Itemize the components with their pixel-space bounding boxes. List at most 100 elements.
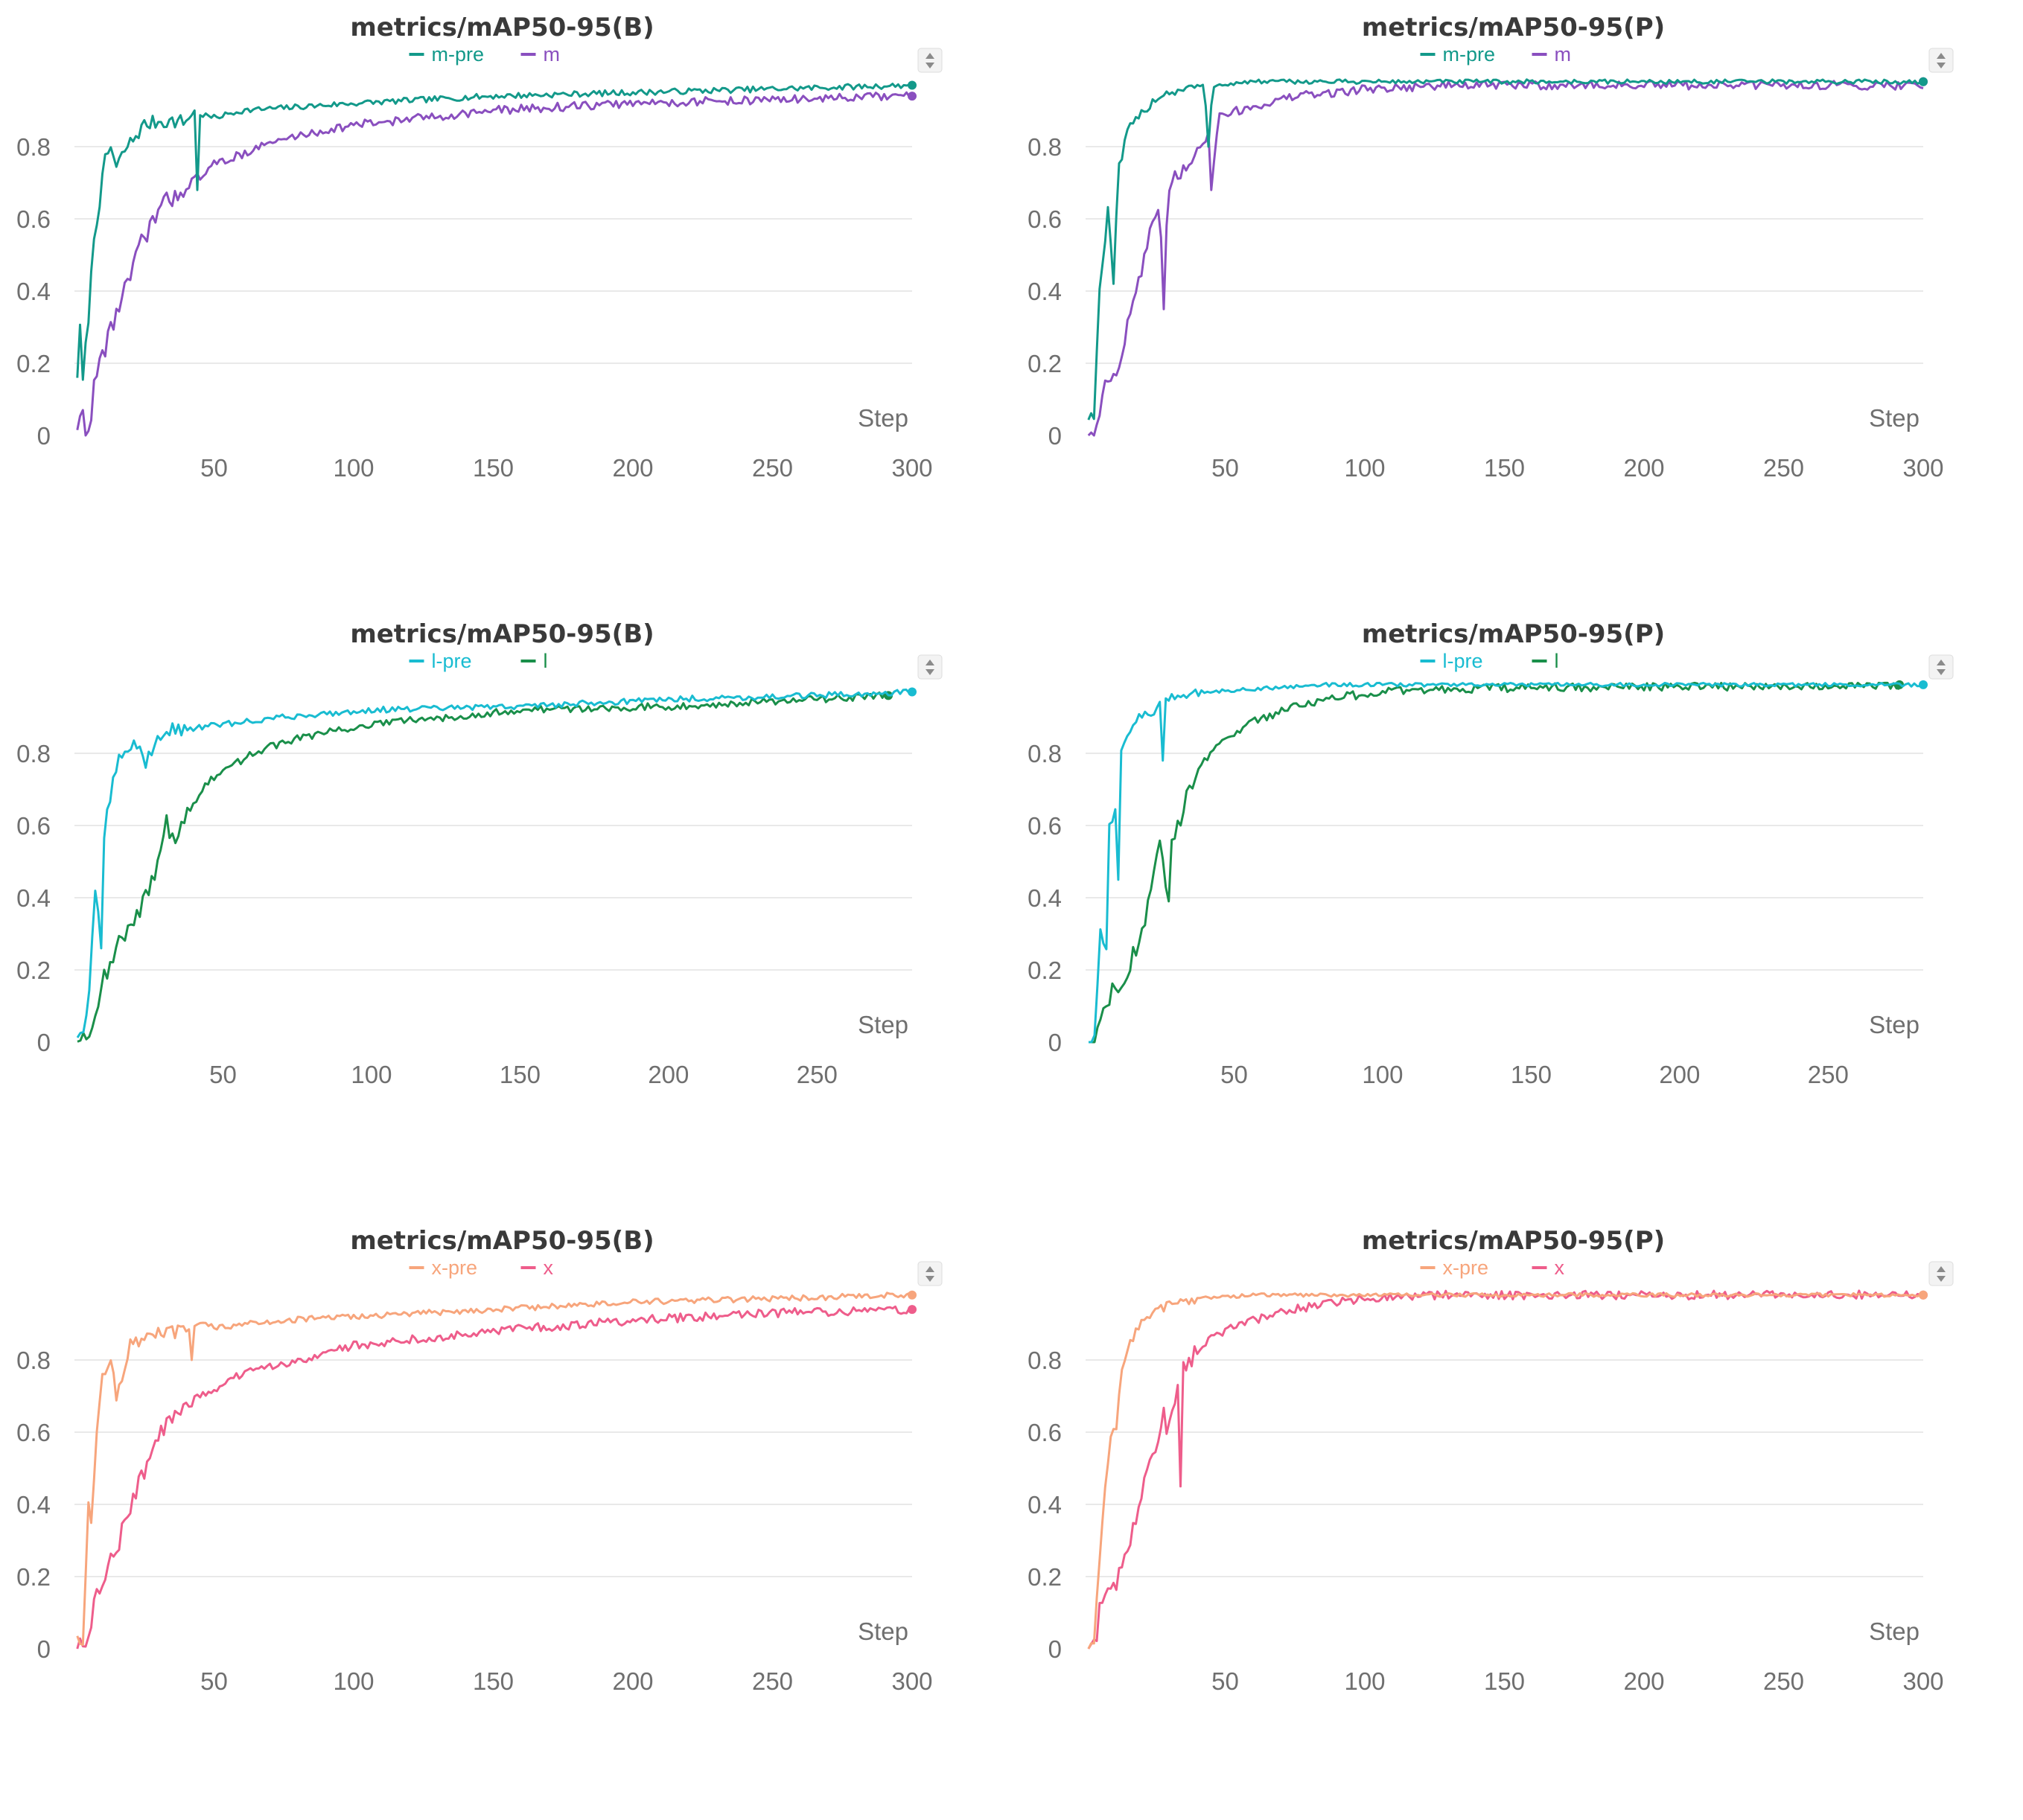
legend-label[interactable]: x bbox=[544, 1257, 554, 1279]
chart-svg: metrics/mAP50-95(P)m-pre m 0 0.2 0.4 0.6 0.8 50… bbox=[1028, 13, 1954, 482]
y-tick-label: 0.2 bbox=[1028, 957, 1062, 984]
x-tick-label: 100 bbox=[333, 1667, 374, 1695]
chart-svg: metrics/mAP50-95(P)x-pre x 0 0.2 0.4 0.6 0.8 50… bbox=[1028, 1226, 1954, 1695]
legend-scroll-control[interactable] bbox=[917, 1261, 943, 1286]
y-tick-label: 0.8 bbox=[1028, 133, 1062, 161]
chevron-down-icon[interactable] bbox=[1937, 669, 1946, 675]
series-line-l bbox=[77, 692, 890, 1043]
series-end-marker bbox=[908, 687, 917, 697]
series-end-marker bbox=[908, 92, 917, 101]
legend-scroll-control[interactable] bbox=[917, 48, 943, 73]
x-tick-label: 100 bbox=[1362, 1061, 1403, 1088]
y-tick-label: 0.4 bbox=[16, 278, 51, 305]
x-tick-label: 250 bbox=[1763, 454, 1804, 482]
series-end-marker bbox=[908, 80, 917, 90]
chevron-up-icon[interactable] bbox=[1937, 660, 1946, 665]
legend-label[interactable]: l bbox=[544, 650, 548, 672]
x-axis-label: Step bbox=[858, 404, 908, 432]
legend-label[interactable]: x-pre bbox=[432, 1257, 478, 1279]
y-tick-label: 0 bbox=[37, 1029, 51, 1056]
chart-svg: metrics/mAP50-95(B)m-pre m 0 0.2 0.4 0.6 0.8 50… bbox=[16, 13, 943, 482]
legend-label[interactable]: x bbox=[1555, 1257, 1565, 1279]
legend-label[interactable]: m bbox=[544, 43, 561, 66]
x-tick-label: 100 bbox=[1344, 1667, 1385, 1695]
x-tick-label: 300 bbox=[1902, 454, 1943, 482]
chevron-down-icon[interactable] bbox=[926, 669, 934, 675]
legend-label[interactable]: l-pre bbox=[1443, 650, 1483, 672]
x-tick-label: 100 bbox=[333, 454, 374, 482]
y-tick-label: 0 bbox=[37, 1635, 51, 1663]
legend-label[interactable]: l bbox=[1555, 650, 1559, 672]
x-tick-label: 150 bbox=[500, 1061, 541, 1088]
chevron-up-icon[interactable] bbox=[926, 660, 934, 665]
y-tick-label: 0.2 bbox=[16, 957, 51, 984]
x-tick-label: 250 bbox=[1808, 1061, 1849, 1088]
x-tick-label: 250 bbox=[797, 1061, 838, 1088]
y-tick-label: 0.2 bbox=[16, 1563, 51, 1591]
x-tick-label: 250 bbox=[1763, 1667, 1804, 1695]
chart-title: metrics/mAP50-95(B) bbox=[350, 619, 654, 649]
y-tick-label: 0.8 bbox=[16, 1347, 51, 1374]
x-axis-label: Step bbox=[858, 1011, 908, 1038]
chevron-up-icon[interactable] bbox=[926, 1266, 934, 1272]
chart-title: metrics/mAP50-95(P) bbox=[1362, 619, 1665, 649]
x-axis-label: Step bbox=[1869, 404, 1920, 432]
legend-label[interactable]: l-pre bbox=[432, 650, 472, 672]
y-tick-label: 0 bbox=[1048, 1635, 1062, 1663]
series-end-marker bbox=[1919, 77, 1928, 86]
legend-scroll-control[interactable] bbox=[1928, 48, 1954, 73]
chevron-down-icon[interactable] bbox=[926, 63, 934, 68]
x-tick-label: 250 bbox=[752, 1667, 793, 1695]
chevron-up-icon[interactable] bbox=[1937, 1266, 1946, 1272]
series-line-l bbox=[1089, 681, 1900, 1044]
legend-scroll-control[interactable] bbox=[917, 654, 943, 680]
x-tick-label: 300 bbox=[891, 454, 932, 482]
y-tick-label: 0.4 bbox=[1028, 278, 1062, 305]
y-tick-label: 0.2 bbox=[16, 350, 51, 377]
chevron-up-icon[interactable] bbox=[1937, 53, 1946, 59]
x-axis-label: Step bbox=[858, 1618, 908, 1645]
legend-label[interactable]: m bbox=[1555, 43, 1572, 66]
x-tick-label: 150 bbox=[473, 1667, 514, 1695]
chart-title: metrics/mAP50-95(P) bbox=[1362, 1226, 1665, 1256]
chart-panel: metrics/mAP50-95(P) l-pre l 0 0.2 0.4 0.6 0.8 50… bbox=[1011, 607, 2022, 1213]
x-tick-label: 200 bbox=[612, 454, 653, 482]
chevron-down-icon[interactable] bbox=[926, 1276, 934, 1282]
chart-svg: metrics/mAP50-95(B)l-pre l 0 0.2 0.4 0.6 0.8 50… bbox=[16, 619, 943, 1088]
x-tick-label: 50 bbox=[1220, 1061, 1248, 1088]
chart-panel: metrics/mAP50-95(B) l-pre l 0 0.2 0.4 0.6 0.8 50… bbox=[0, 607, 1011, 1213]
series-line-m-pre bbox=[76, 83, 913, 381]
series-line-m bbox=[76, 91, 913, 437]
legend: x-pre x bbox=[409, 1257, 554, 1279]
x-tick-label: 200 bbox=[1623, 1667, 1664, 1695]
x-tick-label: 50 bbox=[1211, 454, 1239, 482]
x-tick-label: 200 bbox=[648, 1061, 689, 1088]
chevron-down-icon[interactable] bbox=[1937, 1276, 1946, 1282]
x-tick-label: 150 bbox=[1511, 1061, 1552, 1088]
chart-panel: metrics/mAP50-95(P) x-pre x 0 0.2 0.4 0.6 0.8 50… bbox=[1011, 1213, 2022, 1820]
y-tick-label: 0.8 bbox=[1028, 740, 1062, 767]
x-tick-label: 50 bbox=[209, 1061, 237, 1088]
chart-title: metrics/mAP50-95(B) bbox=[350, 13, 654, 42]
y-tick-label: 0.6 bbox=[16, 1419, 51, 1446]
chart-panel: metrics/mAP50-95(B) x-pre x 0 0.2 0.4 0.6 0.8 50… bbox=[0, 1213, 1011, 1820]
chevron-up-icon[interactable] bbox=[926, 53, 934, 59]
y-tick-label: 0.6 bbox=[16, 205, 51, 233]
y-tick-label: 0.8 bbox=[16, 740, 51, 767]
x-tick-label: 250 bbox=[752, 454, 793, 482]
y-tick-label: 0.4 bbox=[16, 1491, 51, 1519]
legend-scroll-control[interactable] bbox=[1928, 1261, 1954, 1286]
legend-label[interactable]: x-pre bbox=[1443, 1257, 1489, 1279]
legend-label[interactable]: m-pre bbox=[432, 43, 485, 66]
chevron-down-icon[interactable] bbox=[1937, 63, 1946, 68]
legend-scroll-control[interactable] bbox=[1928, 654, 1954, 680]
x-axis-label: Step bbox=[1869, 1618, 1920, 1645]
x-tick-label: 100 bbox=[1344, 454, 1385, 482]
x-tick-label: 150 bbox=[1484, 1667, 1525, 1695]
chart-title: metrics/mAP50-95(P) bbox=[1362, 13, 1665, 42]
legend: m-pre m bbox=[409, 43, 561, 66]
y-tick-label: 0.6 bbox=[1028, 205, 1062, 233]
legend-label[interactable]: m-pre bbox=[1443, 43, 1496, 66]
chart-title: metrics/mAP50-95(B) bbox=[350, 1226, 654, 1256]
series-line-m-pre bbox=[1087, 78, 1924, 421]
